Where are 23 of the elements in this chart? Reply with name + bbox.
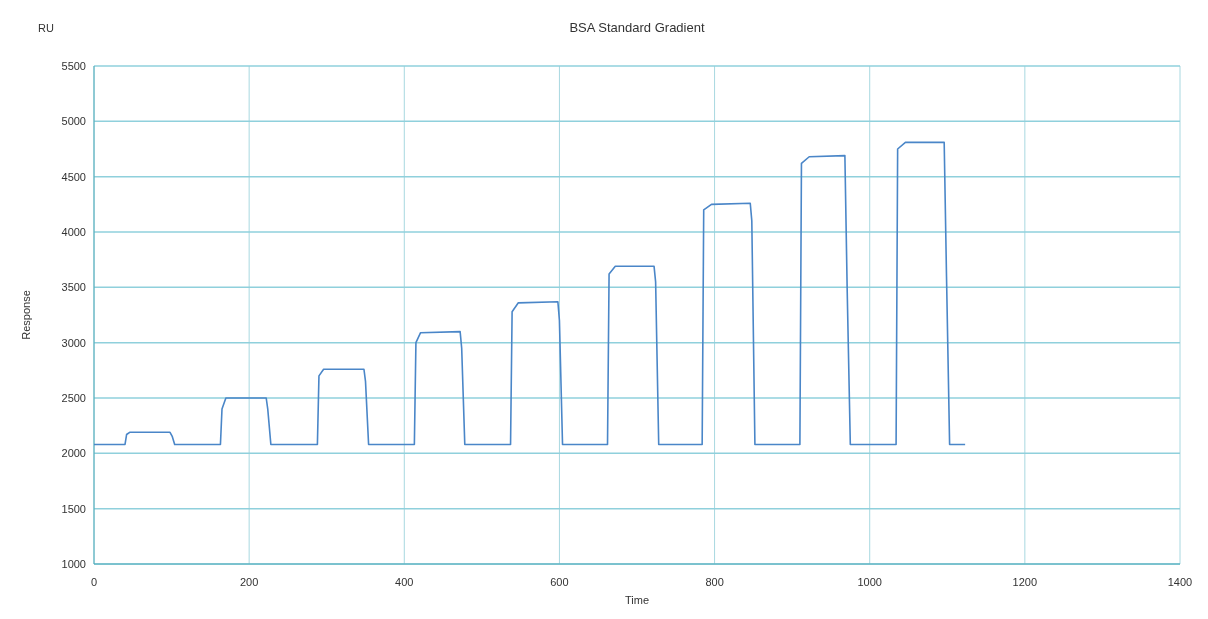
y-tick-label: 2500 (61, 392, 86, 404)
chart-title: BSA Standard Gradient (569, 20, 705, 35)
y-tick-label: 5500 (61, 60, 86, 72)
y-tick-label: 3000 (61, 336, 86, 349)
x-tick-label: 1200 (1012, 576, 1038, 588)
line-series (93, 141, 966, 446)
x-tick-label: 200 (239, 576, 259, 588)
y-tick-label: 5000 (61, 115, 86, 128)
x-tick-label: 1400 (1167, 576, 1193, 588)
x-tick-label: 800 (705, 576, 724, 588)
x-axis-title: Time (624, 594, 650, 606)
y-tick-label: 1000 (61, 558, 86, 570)
y-tick-label: 4500 (61, 170, 86, 183)
x-tick-label: 0 (90, 576, 98, 588)
y-tick-label: 2000 (61, 447, 86, 460)
y-axis-title: Response (20, 290, 32, 340)
y-tick-label: 1500 (61, 502, 86, 515)
x-tick-label: 1000 (857, 576, 882, 588)
x-tick-label: 600 (550, 576, 569, 588)
text: RU (38, 22, 54, 34)
x-tick-label: 400 (395, 576, 414, 588)
y-tick-label: 4000 (61, 226, 86, 238)
y-tick-label: 3500 (61, 281, 86, 294)
